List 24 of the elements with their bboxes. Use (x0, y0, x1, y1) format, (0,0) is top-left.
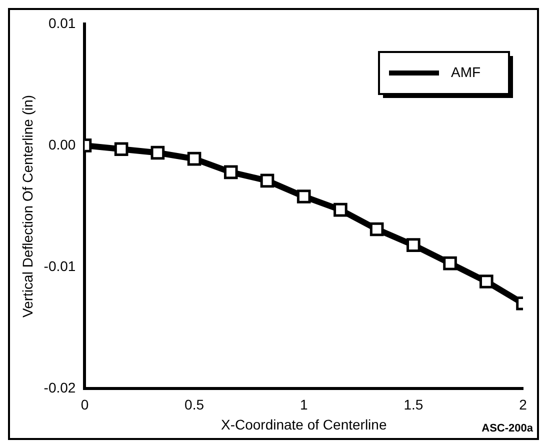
point (150, 146, 165, 160)
legend-label: AMF (451, 64, 481, 80)
point (406, 238, 420, 252)
point (370, 222, 384, 236)
point (260, 174, 274, 188)
y-axis-title: Vertical Deflection Of Centerline (in) (19, 94, 36, 318)
point (187, 152, 202, 166)
x-tick-label: 0 (80, 396, 89, 413)
y-tick-label: -0.02 (44, 379, 76, 396)
x-tick-label: 1 (300, 396, 308, 413)
point (296, 190, 311, 204)
point (443, 256, 457, 270)
x-tick-label: 1.5 (404, 396, 424, 413)
point (114, 142, 128, 156)
x-tick-label: 2 (519, 396, 528, 413)
y-tick-label: -0.01 (44, 258, 76, 274)
x-axis-title: X-Coordinate of Centerline (220, 416, 387, 432)
point (224, 165, 238, 180)
text: ASC-200a (482, 422, 534, 435)
point (334, 202, 348, 217)
y-tick-label: 0.01 (48, 14, 76, 31)
x-tick-label: 0.5 (184, 396, 204, 413)
y-tick-label: 0.00 (48, 136, 76, 152)
point (479, 274, 494, 288)
